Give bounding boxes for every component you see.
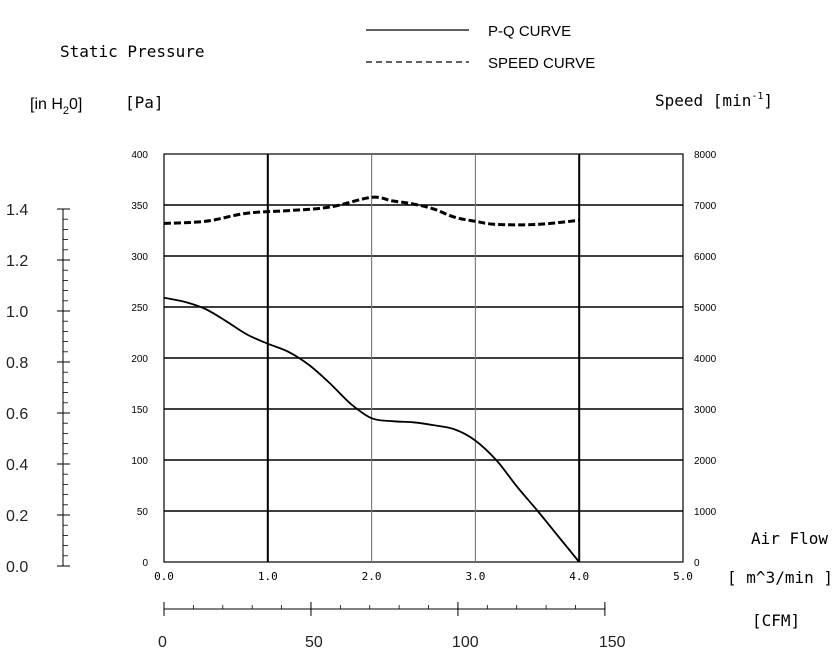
y-axis-speed-ticks: 0 1000 2000 3000 4000 5000 6000 7000 8000: [694, 150, 717, 569]
y-left-tick-label: 150: [131, 405, 148, 416]
speed-label-suffix: ]: [763, 91, 773, 110]
static-pressure-label: Static Pressure: [60, 42, 205, 61]
plot-grid: [163, 153, 684, 563]
legend-pq-label: P-Q CURVE: [488, 23, 571, 40]
airflow-label: Air Flow: [751, 529, 828, 548]
y-left-tick-label: 0: [142, 558, 148, 569]
x-tick-label: 2.0: [362, 570, 382, 583]
inh2o-tick-label: 1.4: [6, 202, 28, 219]
inh2o-tick-label: 1.2: [6, 253, 28, 270]
y-right-tick-label: 0: [694, 558, 700, 569]
x-tick-label: 1.0: [258, 570, 278, 583]
inh2o-axis: 0.0 0.2 0.4 0.6 0.8 1.0 1.2 1.4: [6, 202, 70, 576]
unit-inh2o-suffix: 0]: [69, 96, 82, 113]
y-left-tick-label: 400: [131, 150, 148, 161]
x-tick-label: 3.0: [465, 570, 485, 583]
cfm-tick-label: 100: [452, 634, 479, 651]
cfm-tick-label: 50: [305, 634, 323, 651]
inh2o-tick-label: 0.0: [6, 559, 28, 576]
pq-curve-line: [163, 296, 580, 563]
y-right-tick-label: 5000: [694, 303, 717, 314]
y-right-tick-label: 7000: [694, 201, 717, 212]
cfm-tick-label: 150: [599, 634, 626, 651]
unit-inh2o-sub: 2: [63, 105, 69, 117]
y-left-tick-label: 350: [131, 201, 148, 212]
cfm-axis: 0 50 100 150: [158, 602, 626, 651]
unit-inh2o-label: [in H20]: [30, 96, 82, 117]
x-tick-label: 0.0: [154, 570, 174, 583]
inh2o-tick-label: 0.2: [6, 508, 28, 525]
x-axis-ticks: 0.0 1.0 2.0 3.0 4.0 5.0: [154, 570, 693, 583]
inh2o-tick-label: 0.6: [6, 406, 28, 423]
speed-label-sup: -1: [751, 91, 763, 102]
m3min-label: [ m^3/min ]: [727, 568, 833, 587]
y-right-tick-label: 2000: [694, 456, 717, 467]
y-right-tick-label: 3000: [694, 405, 717, 416]
y-right-tick-label: 4000: [694, 354, 717, 365]
cfm-label: [CFM]: [752, 611, 800, 630]
y-left-tick-label: 200: [131, 354, 148, 365]
y-right-tick-label: 8000: [694, 150, 717, 161]
speed-curve-line: [163, 195, 580, 227]
y-left-tick-label: 300: [131, 252, 148, 263]
inh2o-tick-label: 0.4: [6, 457, 28, 474]
inh2o-tick-label: 1.0: [6, 304, 28, 321]
legend-speed-label: SPEED CURVE: [488, 55, 595, 72]
y-left-tick-label: 50: [137, 507, 149, 518]
inh2o-tick-label: 0.8: [6, 355, 28, 372]
series-group: [163, 195, 580, 563]
legend: P-Q CURVE SPEED CURVE: [366, 23, 595, 72]
cfm-tick-label: 0: [158, 634, 167, 651]
y-axis-pa-ticks: 0 50 100 150 200 250 300 350 400: [131, 150, 148, 569]
unit-pa-label: [Pa]: [125, 93, 164, 112]
y-left-tick-label: 250: [131, 303, 148, 314]
unit-inh2o-prefix: [in H: [30, 96, 63, 113]
y-right-tick-label: 1000: [694, 507, 717, 518]
y-left-tick-label: 100: [131, 456, 148, 467]
speed-axis-label: Speed [min-1]: [655, 91, 773, 110]
x-tick-label: 5.0: [673, 570, 693, 583]
y-right-tick-label: 6000: [694, 252, 717, 263]
x-tick-label: 4.0: [569, 570, 589, 583]
speed-label-prefix: Speed [min: [655, 91, 751, 110]
